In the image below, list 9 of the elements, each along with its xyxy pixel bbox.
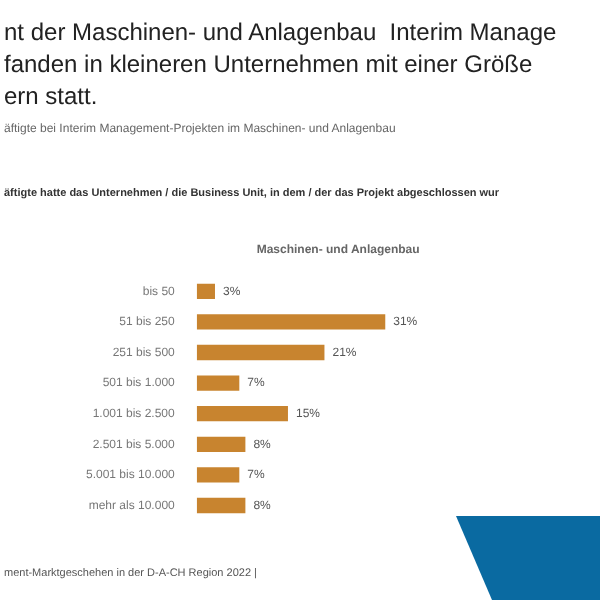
bar <box>196 467 240 483</box>
bar <box>196 375 240 391</box>
bar <box>196 406 288 422</box>
bar <box>196 344 325 361</box>
bar <box>196 314 386 330</box>
chart-title: nt der Maschinen- und Anlagenbau Interim Manage fanden in kleineren Unternehmen mit einer Größe ern statt. <box>4 16 557 112</box>
bar <box>196 436 246 452</box>
bar <box>196 497 246 514</box>
bar <box>196 283 215 299</box>
